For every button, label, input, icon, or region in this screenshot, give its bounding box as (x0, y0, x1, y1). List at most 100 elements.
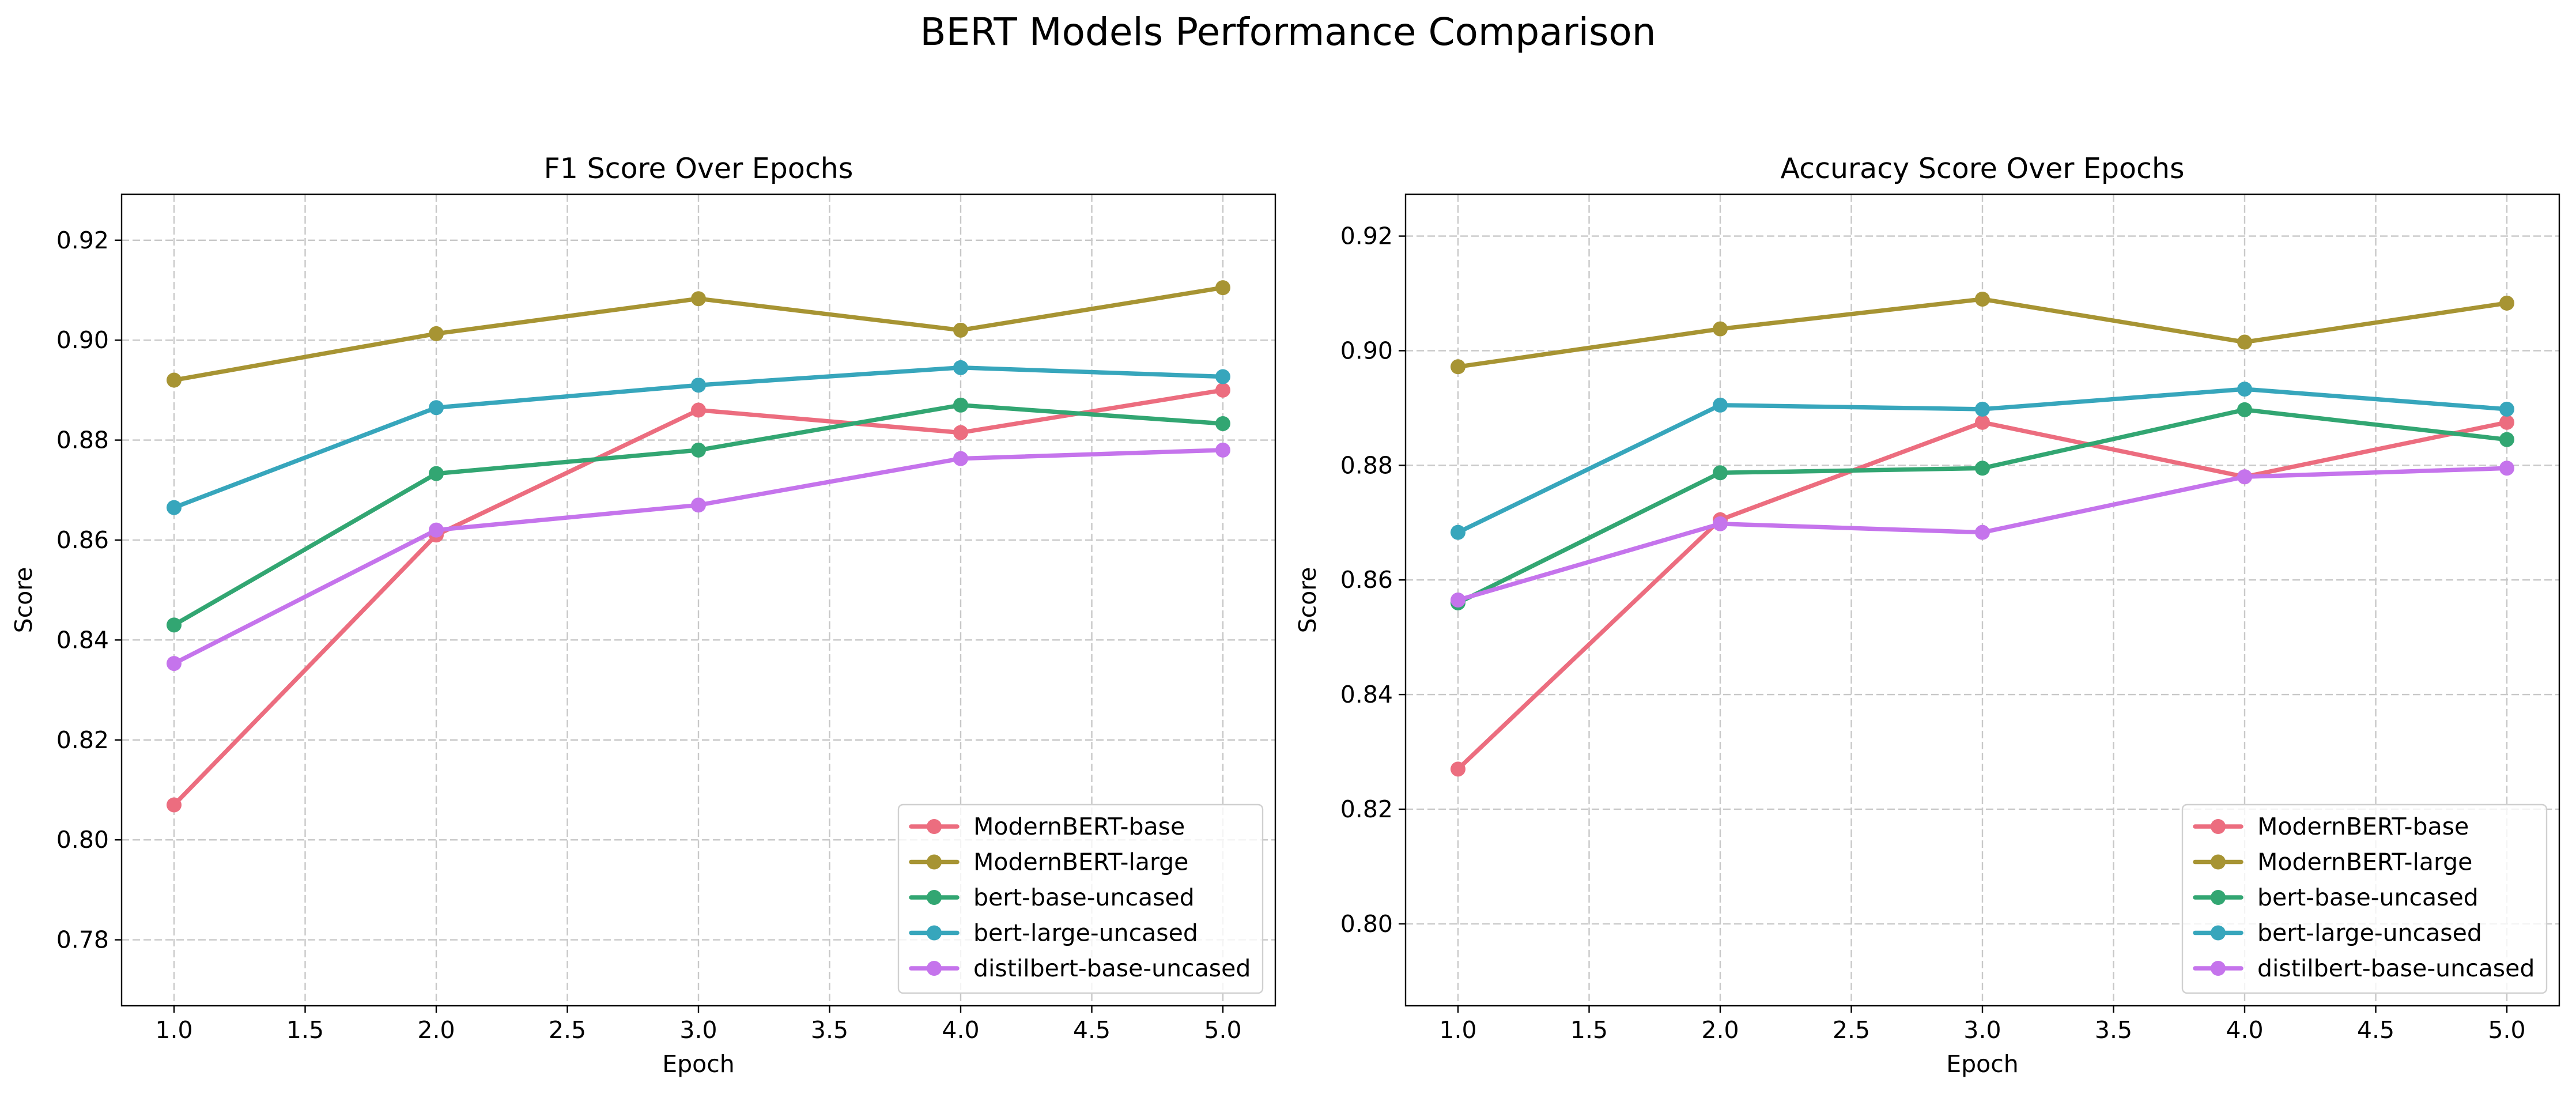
accuracy-x-tick-label: 1.5 (1570, 1016, 1608, 1044)
f1-legend-swatch-marker (927, 854, 942, 870)
accuracy-x-tick-label: 1.0 (1439, 1016, 1476, 1044)
f1-x-tick-label: 5.0 (1204, 1016, 1241, 1044)
accuracy-legend-swatch-marker (2211, 854, 2226, 870)
f1-data-point-bert-large-uncased (429, 400, 444, 416)
accuracy-data-point-bert-large-uncased (2237, 382, 2252, 397)
accuracy-x-tick-label: 5.0 (2488, 1016, 2525, 1044)
accuracy-legend-label: bert-large-uncased (2257, 919, 2482, 947)
accuracy-x-tick-label: 3.5 (2095, 1016, 2132, 1044)
f1-legend-label: ModernBERT-base (973, 813, 1185, 840)
f1-data-point-distilbert-base-uncased (429, 522, 444, 538)
accuracy-y-axis-label: Score (1294, 567, 1321, 633)
accuracy-axes-frame (1404, 193, 2560, 1007)
accuracy-y-tick-label: 0.84 (1340, 681, 1393, 708)
f1-x-tick-label: 2.0 (417, 1016, 455, 1044)
accuracy-x-axis-label: Epoch (1946, 1050, 2019, 1078)
f1-y-tick-label: 0.82 (56, 726, 109, 754)
f1-data-point-distilbert-base-uncased (953, 451, 968, 466)
f1-data-point-modernbert-large (167, 372, 182, 388)
f1-legend-label: bert-large-uncased (973, 919, 1198, 947)
f1-data-point-modernbert-base (691, 402, 706, 418)
f1-data-point-bert-base-uncased (691, 442, 706, 458)
f1-data-point-modernbert-large (953, 322, 968, 338)
f1-x-tick-label: 3.0 (679, 1016, 717, 1044)
accuracy-data-point-bert-base-uncased (1975, 461, 1990, 476)
accuracy-data-point-modernbert-large (1713, 321, 1728, 337)
accuracy-legend-label: distilbert-base-uncased (2257, 954, 2535, 982)
f1-legend: ModernBERT-base ModernBERT-large bert-base… (897, 803, 1264, 994)
accuracy-data-point-bert-base-uncased (2499, 432, 2514, 447)
accuracy-chart-title: Accuracy Score Over Epochs (1780, 152, 2184, 185)
accuracy-data-point-distilbert-base-uncased (1713, 516, 1728, 531)
f1-y-tick-label: 0.90 (56, 326, 109, 354)
f1-legend-box (897, 803, 1264, 994)
f1-legend-label: bert-base-uncased (973, 884, 1195, 911)
accuracy-legend-label: ModernBERT-base (2257, 813, 2469, 840)
accuracy-legend-swatch-marker (2211, 890, 2226, 905)
f1-legend-swatch-marker (927, 890, 942, 905)
f1-data-point-distilbert-base-uncased (167, 656, 182, 671)
accuracy-x-tick-label: 2.5 (1833, 1016, 1870, 1044)
f1-y-tick-label: 0.88 (56, 427, 109, 454)
f1-y-axis-label: Score (10, 567, 37, 633)
accuracy-data-point-modernbert-large (2237, 334, 2252, 350)
accuracy-data-point-bert-large-uncased (1451, 525, 1465, 540)
f1-x-tick-label: 3.5 (811, 1016, 848, 1044)
accuracy-data-point-bert-large-uncased (1975, 401, 1990, 417)
f1-x-tick-label: 4.5 (1073, 1016, 1111, 1044)
f1-data-point-modernbert-large (691, 291, 706, 307)
f1-y-tick-label: 0.78 (56, 926, 109, 954)
f1-data-point-bert-base-uncased (1215, 416, 1230, 431)
f1-data-point-bert-large-uncased (953, 360, 968, 375)
f1-data-point-modernbert-large (1215, 280, 1230, 296)
accuracy-x-tick-label: 2.0 (1701, 1016, 1739, 1044)
f1-data-point-distilbert-base-uncased (691, 497, 706, 513)
accuracy-data-point-modernbert-large (2499, 295, 2514, 311)
f1-x-axis-label: Epoch (662, 1050, 735, 1078)
figure-suptitle: BERT Models Performance Comparison (920, 10, 1656, 54)
f1-x-tick-label: 1.0 (155, 1016, 192, 1044)
accuracy-y-tick-label: 0.88 (1340, 451, 1393, 479)
f1-legend-swatch-marker (927, 961, 942, 976)
accuracy-chart-panel: 1.0 1.5 2.0 2.5 3.0 3.5 4.0 4.5 5.0 0.80 0.82 0.84 0… (1294, 152, 2560, 1078)
f1-y-tick-label: 0.84 (56, 626, 109, 654)
f1-axes-frame (120, 193, 1276, 1007)
accuracy-data-point-bert-large-uncased (2499, 401, 2514, 417)
f1-data-point-bert-base-uncased (953, 397, 968, 413)
accuracy-legend-swatch-marker (2211, 961, 2226, 976)
accuracy-legend-swatch-marker (2211, 925, 2226, 941)
f1-data-point-modernbert-base (1215, 382, 1230, 398)
accuracy-y-tick-label: 0.92 (1340, 222, 1393, 250)
accuracy-legend: ModernBERT-base ModernBERT-large bert-base… (2181, 803, 2548, 994)
accuracy-data-point-bert-base-uncased (1713, 465, 1728, 481)
f1-data-point-bert-large-uncased (167, 500, 182, 515)
f1-data-point-bert-base-uncased (167, 617, 182, 633)
accuracy-data-point-bert-large-uncased (1713, 397, 1728, 413)
f1-y-tick-label: 0.92 (56, 227, 109, 254)
accuracy-x-tick-label: 3.0 (1963, 1016, 2001, 1044)
f1-data-point-bert-base-uncased (429, 466, 444, 481)
f1-x-tick-label: 2.5 (549, 1016, 586, 1044)
accuracy-legend-label: bert-base-uncased (2257, 884, 2479, 911)
accuracy-y-tick-label: 0.90 (1340, 337, 1393, 364)
f1-chart-panel: 1.0 1.5 2.0 2.5 3.0 3.5 4.0 4.5 5.0 0.78 0.80 0.82 0… (10, 152, 1276, 1078)
accuracy-data-point-distilbert-base-uncased (1975, 525, 1990, 540)
accuracy-data-point-bert-base-uncased (2237, 402, 2252, 417)
accuracy-y-tick-label: 0.82 (1340, 795, 1393, 823)
f1-data-point-modernbert-large (429, 326, 444, 341)
f1-x-tick-label: 1.5 (286, 1016, 324, 1044)
accuracy-data-point-modernbert-large (1975, 291, 1990, 307)
f1-data-point-bert-large-uncased (1215, 369, 1230, 384)
accuracy-legend-label: ModernBERT-large (2257, 848, 2472, 876)
f1-y-tick-label: 0.86 (56, 526, 109, 554)
f1-legend-label: distilbert-base-uncased (973, 954, 1251, 982)
accuracy-data-point-modernbert-base (1451, 761, 1465, 777)
f1-data-point-bert-large-uncased (691, 378, 706, 393)
f1-chart-title: F1 Score Over Epochs (544, 152, 853, 185)
accuracy-y-tick-label: 0.80 (1340, 910, 1393, 938)
accuracy-data-point-modernbert-large (1451, 359, 1465, 375)
accuracy-x-tick-label: 4.5 (2357, 1016, 2394, 1044)
accuracy-data-point-modernbert-base (1975, 414, 1990, 430)
f1-data-point-modernbert-base (953, 425, 968, 440)
